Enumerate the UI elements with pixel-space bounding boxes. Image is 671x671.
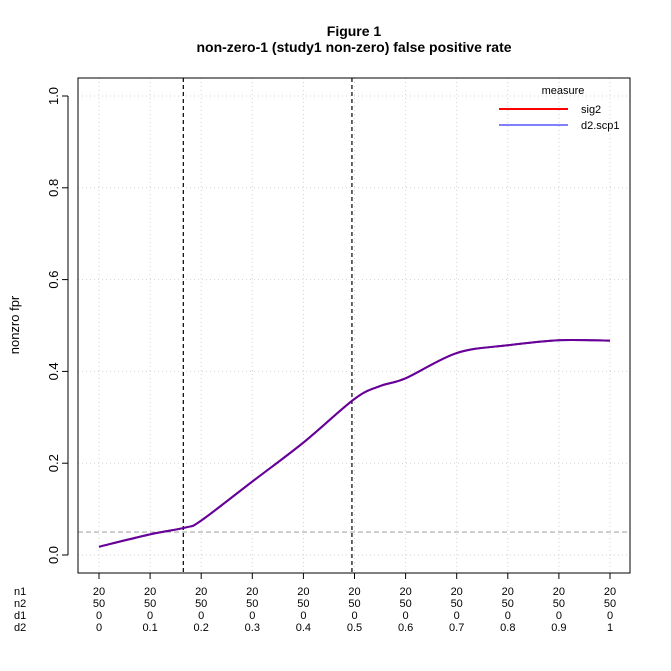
x-table-cell-d1-5: 0 [351,610,357,622]
y-axis-label: nonzro fpr [7,295,22,354]
legend-label-sig2: sig2 [581,104,601,116]
grid [78,78,630,573]
x-table-cell-n2-0: 50 [93,598,105,610]
x-axis [98,572,611,579]
x-table-cell-n1-1: 20 [144,586,156,598]
x-table-cell-n1-9: 20 [553,586,565,598]
x-table-cell-n2-7: 50 [451,598,463,610]
x-table-cell-n1-7: 20 [451,586,463,598]
x-table-cell-d2-1: 0.1 [142,622,157,634]
x-table-cell-n2-5: 50 [348,598,360,610]
y-tick-label-5: 1.0 [46,87,61,105]
y-axis: 0.0 0.2 0.4 0.6 0.8 1.0 [46,87,69,564]
x-table-cell-n1-5: 20 [348,586,360,598]
x-table-cell-d1-1: 0 [147,610,153,622]
x-table-cell-d2-4: 0.4 [296,622,311,634]
x-table-cell-d2-7: 0.7 [449,622,464,634]
y-tick-label-2: 0.4 [46,362,61,380]
x-table-cell-d1-9: 0 [556,610,562,622]
x-table-cell-d1-3: 0 [249,610,255,622]
series-line-overlap [98,338,611,548]
x-table-cell-d2-6: 0.6 [398,622,413,634]
x-table-cell-n2-10: 50 [604,598,616,610]
x-table-cell-n2-2: 50 [195,598,207,610]
x-table-cell-d1-0: 0 [96,610,102,622]
chart-title: Figure 1 [327,23,382,39]
x-table-row-label-n2: n2 [14,598,26,610]
x-table-cell-n1-10: 20 [604,586,616,598]
x-table-row-label-n1: n1 [14,586,26,598]
x-table-cell-d1-2: 0 [198,610,204,622]
x-table-cell-d2-9: 0.9 [551,622,566,634]
x-table-cell-n2-1: 50 [144,598,156,610]
legend: measure sig2 d2.scp1 [499,85,620,132]
x-axis-table: n1 20 20 20 20 20 20 20 20 20 20 20 n2 50 50 50 50 50 50 50… [14,586,616,634]
y-tick-label-0: 0.0 [46,546,61,564]
x-table-cell-d1-7: 0 [454,610,460,622]
x-table-cell-n2-3: 50 [246,598,258,610]
chart-subtitle: non-zero-1 (study1 non-zero) false posit… [196,39,511,55]
x-table-cell-n2-9: 50 [553,598,565,610]
x-table-cell-d1-6: 0 [403,610,409,622]
x-table-cell-n1-4: 20 [297,586,309,598]
reference-lines [78,78,630,573]
y-tick-label-1: 0.2 [46,454,61,472]
x-table-cell-n1-0: 20 [93,586,105,598]
x-table-cell-n1-2: 20 [195,586,207,598]
legend-label-d2.scp1: d2.scp1 [581,120,620,132]
legend-title: measure [542,85,585,97]
x-table-cell-d2-8: 0.8 [500,622,515,634]
x-table-row-label-d1: d1 [14,610,26,622]
x-table-cell-n2-8: 50 [502,598,514,610]
x-table-cell-n1-8: 20 [502,586,514,598]
x-table-cell-n1-3: 20 [246,586,258,598]
series-lines [98,338,611,548]
x-table-cell-d2-5: 0.5 [347,622,362,634]
x-table-cell-n1-6: 20 [399,586,411,598]
x-table-cell-d1-10: 0 [607,610,613,622]
x-table-row-label-d2: d2 [14,622,26,634]
y-tick-label-3: 0.6 [46,271,61,289]
y-tick-label-4: 0.8 [46,179,61,197]
x-table-cell-d1-4: 0 [300,610,306,622]
x-table-cell-n2-6: 50 [399,598,411,610]
x-table-cell-d2-3: 0.3 [245,622,260,634]
x-table-cell-d2-0: 0 [96,622,102,634]
x-table-cell-n2-4: 50 [297,598,309,610]
x-table-cell-d2-2: 0.2 [194,622,209,634]
x-table-cell-d2-10: 1 [607,622,613,634]
x-table-cell-d1-8: 0 [505,610,511,622]
